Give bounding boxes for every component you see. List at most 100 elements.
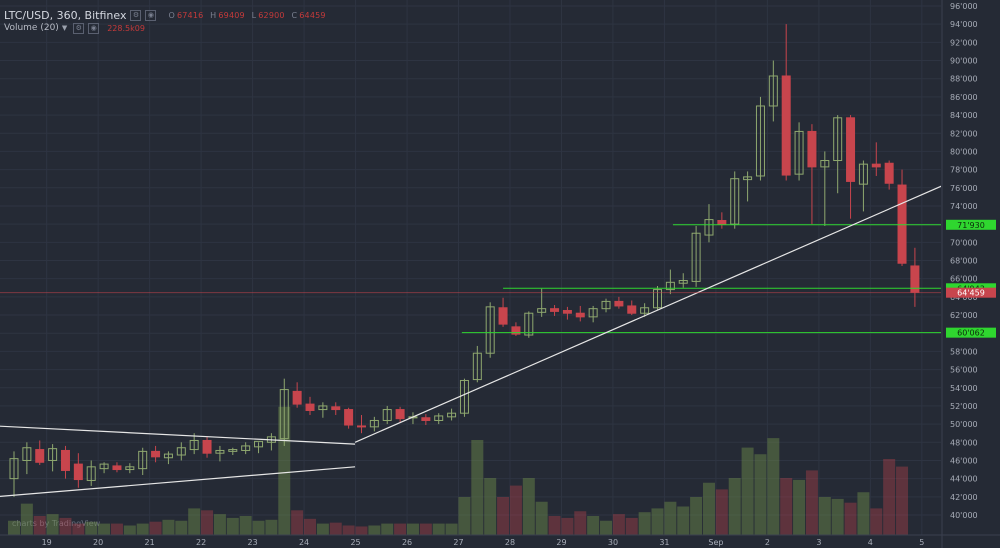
level-price-label: 71'930 [957, 221, 985, 230]
volume-bar [72, 523, 85, 535]
grid [0, 0, 941, 535]
volume-bar [226, 517, 239, 535]
y-tick-label: 70'000 [950, 238, 978, 247]
volume-bar [574, 511, 587, 535]
volume-bar [625, 517, 638, 535]
candle-down [344, 409, 354, 426]
settings-icon[interactable]: ⚙ [130, 9, 142, 21]
candle-up [125, 466, 135, 471]
x-tick-label: 26 [402, 538, 412, 547]
symbol-title[interactable]: LTC/USD, 360, Bitfinex [4, 8, 127, 22]
candle-up [768, 75, 778, 107]
candle-down [305, 403, 315, 411]
candle-up [601, 300, 611, 310]
candle-up [215, 449, 225, 454]
volume-bar [406, 523, 419, 535]
volume-bar [20, 503, 33, 535]
volume-bar [509, 485, 522, 535]
volume-bar [213, 514, 226, 535]
volume-bar [497, 497, 510, 535]
candle-up [653, 289, 662, 309]
y-tick-label: 48'000 [950, 438, 978, 447]
candle-up [279, 389, 289, 440]
volume-bar [754, 454, 767, 535]
y-tick-label: 76'000 [950, 184, 978, 193]
candle-up [228, 449, 238, 452]
candle-down [112, 465, 122, 471]
x-tick-label: 22 [196, 538, 206, 547]
volume-bar [419, 523, 432, 535]
candle-down [550, 308, 560, 312]
x-tick-label: 23 [248, 538, 258, 547]
volume-bar [638, 512, 651, 535]
candle-down [717, 220, 727, 225]
y-tick-label: 68'000 [950, 257, 978, 266]
volume-label[interactable]: Volume (20) [4, 23, 59, 33]
candle-up [678, 279, 688, 284]
time-axis[interactable]: 1819202122232425262728293031Sep2345 [0, 534, 1000, 547]
x-tick-label: 21 [145, 538, 155, 547]
annotations[interactable] [0, 170, 979, 497]
candle-up [640, 307, 650, 314]
volume-value: 228.5k09 [107, 23, 145, 33]
candle-up [833, 117, 843, 162]
volume-bar [587, 516, 600, 535]
candle-up [369, 419, 379, 428]
volume-bar [304, 518, 317, 535]
y-tick-label: 74'000 [950, 202, 978, 211]
candle-down [421, 417, 431, 421]
candle-up [163, 453, 173, 459]
candle-up [794, 130, 804, 175]
x-tick-label: 31 [659, 538, 669, 547]
level-price-tag [946, 327, 996, 338]
volume-bar [149, 521, 162, 535]
volume-bar [291, 510, 304, 535]
candle-up [524, 312, 534, 336]
candle-up [820, 160, 830, 168]
settings-icon[interactable]: ⚙ [73, 22, 85, 34]
candle-up [447, 412, 457, 418]
candle-up [382, 409, 392, 421]
volume-bar [368, 525, 381, 535]
candle-up [22, 447, 32, 461]
volume-bar [316, 523, 329, 535]
candle-down [575, 312, 585, 318]
candle-up [9, 458, 19, 480]
volume-bar [98, 523, 111, 535]
y-tick-label: 78'000 [950, 166, 978, 175]
candle-up [86, 466, 96, 481]
volume-bar [535, 501, 548, 535]
hide-icon[interactable]: ◉ [145, 9, 157, 21]
y-tick-label: 82'000 [950, 129, 978, 138]
volume-bar [265, 519, 278, 535]
volume-bar [136, 523, 149, 535]
price-axis[interactable]: 40'000 42'000 44'000 46'000 48'000 50'000 52'0… [941, 0, 978, 548]
trendline [0, 466, 356, 497]
volume-bar [252, 520, 265, 535]
y-tick-label: 50'000 [950, 420, 978, 429]
hide-icon[interactable]: ◉ [88, 22, 100, 34]
x-tick-label: Sep [708, 538, 723, 547]
x-tick-label: 20 [93, 538, 103, 547]
candle-down [498, 307, 508, 325]
x-tick-label: 24 [299, 538, 309, 547]
candle-down [871, 163, 881, 168]
candle-down [35, 449, 45, 463]
volume-bar [201, 510, 214, 535]
volume-bars [8, 406, 909, 535]
candle-up [665, 281, 675, 291]
x-tick-label: 30 [608, 538, 618, 547]
candle-up [318, 405, 328, 411]
y-tick-label: 90'000 [950, 57, 978, 66]
y-tick-label: 44'000 [950, 475, 978, 484]
candle-up [755, 105, 765, 177]
x-tick-label: 3 [816, 538, 821, 547]
y-tick-label: 88'000 [950, 75, 978, 84]
candle-down [846, 117, 856, 182]
volume-bar [690, 497, 703, 535]
watermark: charts by TradingView [12, 519, 101, 528]
volume-bar [844, 502, 857, 535]
open-value: 67416 [176, 10, 204, 20]
chevron-down-icon[interactable]: ▼ [61, 24, 68, 32]
